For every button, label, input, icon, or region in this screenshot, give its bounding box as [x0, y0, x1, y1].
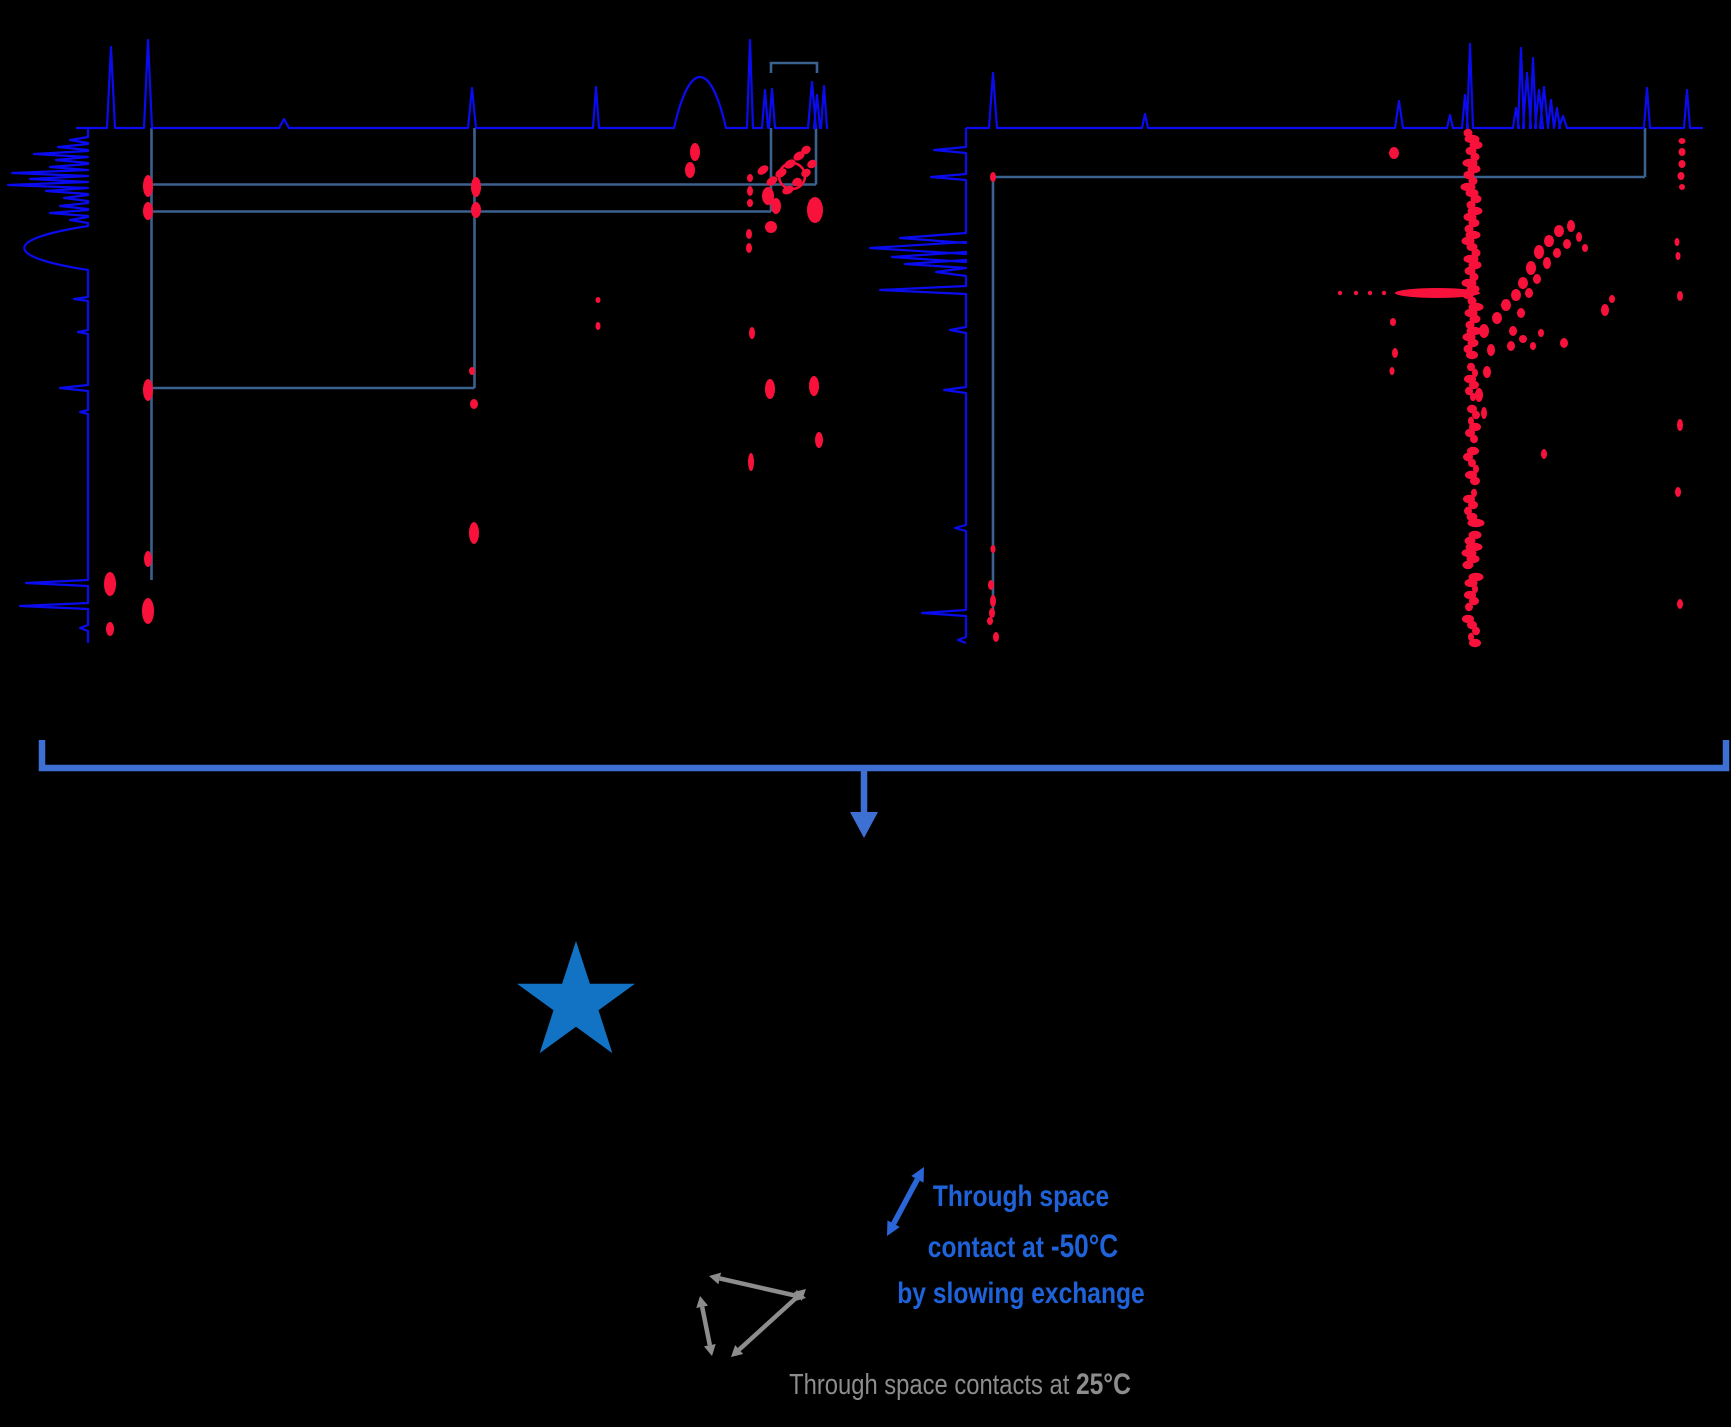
cross-peaks: [987, 138, 1686, 642]
vertical-exchange-streak: [1460, 128, 1485, 648]
temperature-25-label: 25°C: [1075, 1368, 1131, 1401]
temperature-minus50-label: -50°C: [1050, 1228, 1119, 1264]
label-text: by slowing exchange: [897, 1277, 1145, 1310]
left-2d-spectrum: [6, 38, 829, 643]
cross-peaks: [104, 143, 823, 636]
through-space-25c-caption: Through space contacts at 25°C: [789, 1368, 1131, 1402]
triangle-exchange-arrows: [696, 1272, 806, 1357]
horizontal-exchange-streak: [1337, 288, 1480, 298]
caption-text: Through space contacts at: [789, 1369, 1076, 1401]
right-2d-spectrum: [868, 42, 1703, 648]
label-text: Through space: [932, 1180, 1110, 1213]
through-space-label-line1: Through space: [933, 1180, 1109, 1214]
through-space-label-line3: by slowing exchange: [897, 1277, 1144, 1311]
highlight-star: [517, 941, 635, 1054]
f1-projection-trace: [868, 128, 968, 645]
through-space-label-line2: contact at -50°C: [928, 1228, 1118, 1265]
cross-peak-ring: [777, 161, 807, 191]
down-arrow: [850, 768, 878, 838]
f2-projection-trace: [76, 38, 829, 130]
correlation-connector-lines: [991, 128, 1647, 617]
through-space-contact-arrow: [887, 1167, 924, 1236]
peak-group-bracket: [769, 61, 819, 73]
correlation-connector-lines: [150, 128, 818, 580]
f2-projection-trace: [966, 42, 1703, 130]
combine-bracket: [38, 740, 1730, 772]
f1-projection-trace: [6, 128, 90, 643]
label-text: contact at: [927, 1231, 1051, 1264]
